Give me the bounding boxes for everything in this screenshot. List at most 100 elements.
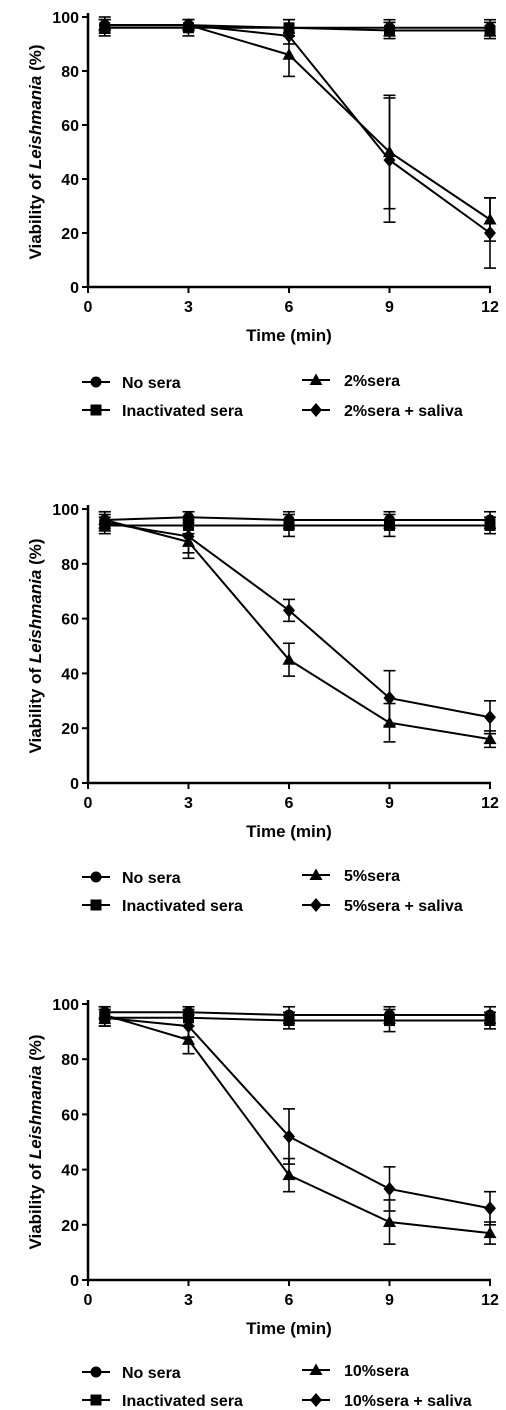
- y-tick-label: 60: [61, 118, 79, 135]
- x-axis-label: Time (min): [246, 822, 332, 841]
- legend-item-diamond: 2%sera + saliva: [302, 403, 463, 420]
- legend-item-square: Inactivated sera: [82, 1393, 243, 1410]
- legend-label: Inactivated sera: [122, 1393, 243, 1410]
- data-point-triangle: [483, 1226, 497, 1239]
- y-tick-label: 60: [61, 1107, 79, 1124]
- series-line: [104, 521, 491, 719]
- data-point-square: [384, 519, 395, 531]
- legend-marker-circle: [90, 376, 102, 388]
- legend-marker-triangle: [309, 868, 323, 880]
- data-point-diamond: [484, 710, 496, 725]
- series-triangle: [98, 510, 497, 749]
- legend-marker-diamond: [310, 1393, 322, 1407]
- y-tick-label: 20: [61, 721, 79, 738]
- y-tick-label: 80: [61, 1052, 79, 1069]
- y-tick-label: 0: [70, 280, 79, 297]
- legend-3: No sera Inactivated sera 10%sera 10%sera + …: [82, 1363, 472, 1410]
- legend-item-circle: No sera: [82, 870, 181, 887]
- legend-label: 2%sera: [344, 373, 400, 390]
- y-axis-label: Viability of Leishmania (%): [26, 44, 45, 259]
- y-tick-label: 0: [70, 1273, 79, 1290]
- series-line: [104, 1016, 490, 1022]
- y-tick-label: 80: [61, 64, 79, 81]
- data-point-square: [384, 25, 395, 36]
- legend-marker-diamond: [310, 898, 322, 912]
- data-point-triangle: [282, 48, 296, 60]
- data-point-diamond: [283, 28, 295, 43]
- data-point-square: [384, 1015, 395, 1027]
- data-point-diamond: [383, 153, 396, 168]
- y-axis-label: Viability of Leishmania (%): [26, 538, 45, 753]
- legend-item-diamond: 5%sera + saliva: [302, 898, 463, 915]
- data-point-square: [283, 1015, 295, 1027]
- chart-panel-1: 0 20 40 60 80 100 0 3 6 9 12 Time (min) Viability of…: [26, 10, 499, 420]
- x-axis-label: Time (min): [246, 326, 332, 345]
- x-tick-label: 0: [84, 299, 93, 316]
- legend-label: No sera: [122, 375, 181, 392]
- series-square: [98, 18, 496, 40]
- legend-label: No sera: [122, 1365, 181, 1382]
- series-triangle: [98, 1005, 497, 1245]
- data-point-diamond: [283, 1129, 295, 1144]
- legend-marker-triangle: [309, 373, 323, 385]
- series-diamond: [98, 1008, 496, 1226]
- data-point-triangle: [483, 732, 497, 745]
- y-tick-label: 100: [52, 10, 79, 27]
- legend-label: Inactivated sera: [122, 403, 243, 420]
- x-tick-label: 3: [184, 795, 193, 812]
- x-tick-label: 6: [285, 299, 294, 316]
- y-tick-label: 60: [61, 612, 79, 629]
- legend-item-triangle: 5%sera: [302, 868, 400, 885]
- x-tick-label: 0: [84, 1292, 93, 1309]
- legend-marker-circle: [90, 1366, 102, 1378]
- legend-marker-square: [90, 899, 102, 911]
- x-tick-label: 0: [84, 795, 93, 812]
- y-tick-label: 80: [61, 557, 79, 574]
- data-point-triangle: [182, 1033, 195, 1045]
- legend-label: 2%sera + saliva: [344, 403, 463, 420]
- data-point-diamond: [383, 1181, 396, 1196]
- series-circle: [98, 16, 496, 37]
- data-point-diamond: [98, 1010, 111, 1025]
- y-axis-label: Viability of Leishmania (%): [26, 1034, 45, 1249]
- x-tick-label: 9: [385, 1292, 394, 1309]
- x-tick-label: 6: [285, 1292, 294, 1309]
- data-point-square: [484, 25, 496, 36]
- legend-item-square: Inactivated sera: [82, 898, 243, 915]
- data-point-diamond: [98, 18, 111, 33]
- legend-item-diamond: 10%sera + saliva: [302, 1393, 472, 1410]
- data-point-square: [484, 519, 496, 531]
- data-point-diamond: [484, 1201, 496, 1216]
- legend-item-circle: No sera: [82, 375, 181, 392]
- legend-item-triangle: 2%sera: [302, 373, 400, 390]
- data-point-diamond: [182, 529, 195, 544]
- series-line: [104, 24, 491, 234]
- legend-marker-square: [90, 1394, 102, 1406]
- data-point-diamond: [283, 603, 295, 618]
- series-diamond: [98, 513, 496, 735]
- x-tick-label: 6: [285, 795, 294, 812]
- data-point-square: [283, 519, 295, 531]
- legend-label: No sera: [122, 870, 181, 887]
- legend-2: No sera Inactivated sera 5%sera 5%sera + sa…: [82, 868, 463, 915]
- legend-marker-square: [90, 404, 102, 416]
- x-tick-label: 3: [184, 1292, 193, 1309]
- series-line: [104, 1014, 491, 1235]
- x-tick-label: 9: [385, 795, 394, 812]
- data-point-diamond: [182, 1019, 195, 1034]
- data-point-triangle: [383, 1215, 396, 1228]
- series-triangle: [98, 18, 497, 242]
- y-tick-label: 40: [61, 666, 79, 683]
- y-tick-label: 20: [61, 226, 79, 243]
- legend-label: 10%sera: [344, 1363, 409, 1380]
- x-tick-label: 3: [184, 299, 193, 316]
- y-tick-label: 0: [70, 776, 79, 793]
- y-tick-label: 100: [52, 997, 79, 1014]
- x-tick-label: 12: [481, 795, 499, 812]
- legend-marker-triangle: [309, 1363, 323, 1375]
- data-point-square: [484, 1015, 496, 1027]
- legend-marker-circle: [90, 871, 102, 883]
- chart-panel-2: 0 20 40 60 80 100 0 3 6 9 12 Time (min) Viability of…: [26, 502, 499, 915]
- series-line: [104, 1011, 490, 1017]
